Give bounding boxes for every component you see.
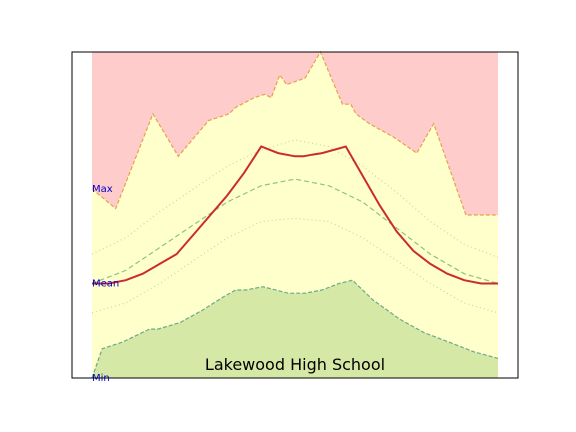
band-area bbox=[92, 52, 498, 378]
mean-dashed-line bbox=[91, 178, 499, 285]
min-area bbox=[92, 280, 498, 378]
max-label: Max bbox=[92, 184, 113, 195]
min-line bbox=[91, 279, 499, 379]
max-area bbox=[92, 52, 498, 215]
plot-area bbox=[91, 50, 499, 379]
upper-dotted-line bbox=[91, 139, 499, 258]
chart-title: Lakewood High School bbox=[205, 355, 385, 374]
lower-dotted-line bbox=[91, 217, 499, 314]
max-line bbox=[91, 50, 498, 216]
plot-border bbox=[71, 51, 519, 379]
mean-label: Mean bbox=[92, 279, 119, 290]
current-line bbox=[92, 145, 498, 285]
